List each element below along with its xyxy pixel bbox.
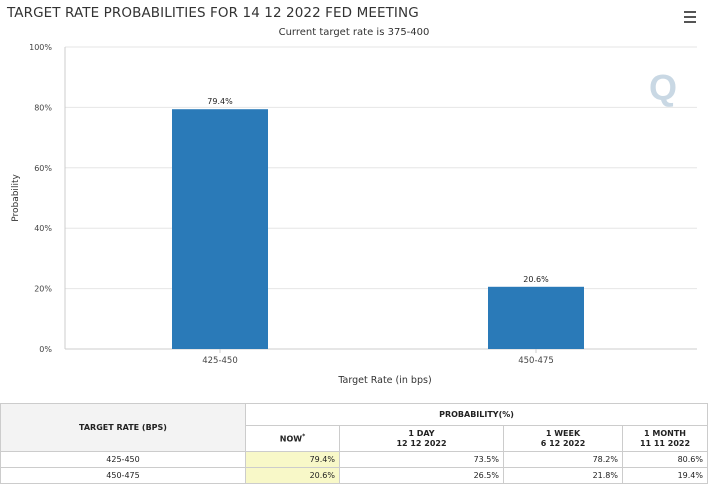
cell-1month: 80.6% — [622, 451, 708, 468]
col-1day-header: 1 DAY 12 12 2022 — [339, 425, 504, 452]
col-now-header: NOW* — [245, 425, 340, 452]
hamburger-menu-icon[interactable] — [684, 11, 696, 23]
cell-now: 79.4% — [245, 451, 340, 468]
cell-1day: 73.5% — [339, 451, 504, 468]
chart-title: TARGET RATE PROBABILITIES FOR 14 12 2022… — [7, 5, 419, 21]
table-row: 425-450 79.4% 73.5% 78.2% 80.6% — [0, 451, 708, 468]
chart-subtitle: Current target rate is 375-400 — [278, 27, 430, 38]
data-label: 20.6% — [523, 275, 549, 284]
table-row: 450-475 20.6% 26.5% 21.8% 19.4% — [0, 467, 708, 484]
row-rate: 425-450 — [0, 451, 246, 468]
data-label: 79.4% — [207, 97, 233, 106]
y-tick-label: 80% — [34, 103, 52, 112]
row-rate: 450-475 — [0, 467, 246, 484]
x-tick-label: 425-450 — [202, 356, 238, 366]
cell-now: 20.6% — [245, 467, 340, 484]
y-tick-label: 0% — [39, 345, 52, 354]
probability-header: PROBABILITY(%) — [245, 403, 708, 426]
bar — [172, 109, 268, 349]
cell-1week: 78.2% — [503, 451, 623, 468]
y-axis-title: Probability — [11, 174, 21, 222]
y-tick-label: 100% — [29, 43, 52, 52]
cell-1week: 21.8% — [503, 467, 623, 484]
watermark-logo: Q — [649, 67, 677, 108]
chart-area: Q 0% 20% 40% 60% 80% 100% 79.4% 425-450 20.6% 450-… — [11, 43, 697, 386]
cell-1day: 26.5% — [339, 467, 504, 484]
y-tick-label: 20% — [34, 285, 52, 294]
x-axis-title: Target Rate (in bps) — [337, 375, 431, 386]
col-1week-header: 1 WEEK 6 12 2022 — [503, 425, 623, 452]
bar — [488, 286, 584, 349]
y-tick-label: 60% — [34, 164, 52, 173]
col-1month-header: 1 MONTH 11 11 2022 — [622, 425, 708, 452]
x-tick-label: 450-475 — [518, 356, 554, 366]
target-rate-header: TARGET RATE (BPS) — [0, 403, 246, 452]
probability-table: TARGET RATE (BPS) PROBABILITY(%) NOW* 1 … — [0, 403, 708, 484]
cell-1month: 19.4% — [622, 467, 708, 484]
y-tick-label: 40% — [34, 224, 52, 233]
